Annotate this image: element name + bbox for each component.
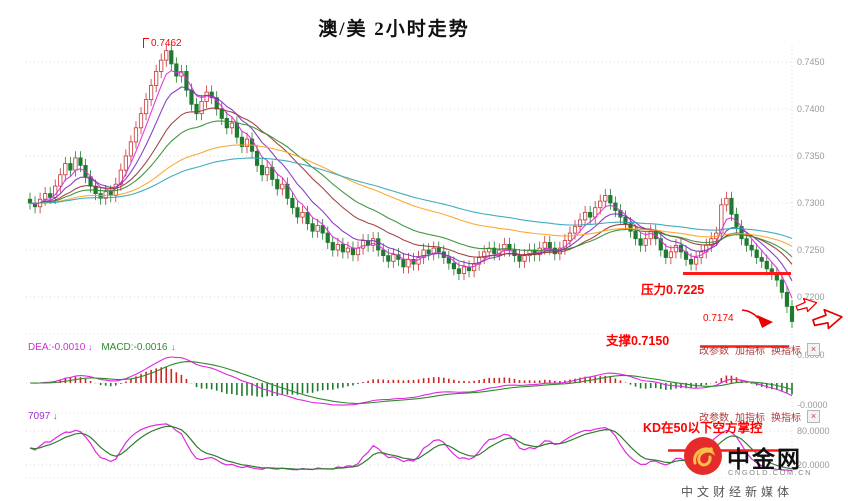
cngold-logo-icon (684, 437, 722, 475)
ma-line-90 (29, 157, 793, 239)
logo-domain: CNGOLD.COM.CN (728, 468, 813, 477)
breakout-arrow-icon (812, 308, 843, 330)
kd-panel: 80.0000 20.0000 (26, 423, 830, 472)
annotation-overlays (668, 272, 843, 452)
add-indicator-link[interactable]: 加指标 (735, 346, 765, 357)
macd-value: MACD:-0.0016 (101, 342, 168, 353)
page-title: 澳/美 2小时走势 (318, 19, 470, 40)
dea-down-arrow-icon: ↓ (88, 342, 93, 352)
dea-value: DEA:-0.0010 (28, 342, 86, 353)
cngold-logo: 中金网 CNGOLD.COM.CN 中文财经新媒体 (681, 436, 846, 499)
breakout-arrow-icon (795, 297, 818, 313)
change-params-link[interactable]: 改参数 (699, 413, 729, 424)
price-axis-tick: 0.7250 (797, 245, 825, 255)
change-indicator-link[interactable]: 换指标 (771, 346, 801, 357)
price-axis-tick: 0.7400 (797, 104, 825, 114)
change-params-link[interactable]: 改参数 (699, 346, 729, 357)
resistance-annotation: 压力0.7225 (641, 283, 705, 297)
support-annotation: 支撑0.7150 (606, 334, 670, 348)
price-axis-tick: 0.7450 (797, 57, 825, 67)
current-price-annotation: 0.7174 (703, 313, 734, 324)
price-grid: 0.7450 0.7400 0.7350 0.7300 0.7250 0.7200 (26, 46, 825, 479)
macd-indicator-header: DEA:-0.0010 ↓ MACD:-0.0016 ↓ (28, 342, 176, 353)
ma-line-60 (29, 144, 793, 247)
kd-axis-tick: 20.0000 (797, 460, 830, 470)
macd-down-arrow-icon: ↓ (171, 342, 176, 352)
price-pointer-arrow-icon (757, 315, 773, 328)
price-axis-tick: 0.7350 (797, 151, 825, 161)
kd-comment-annotation: KD在50以下空方掌控 (643, 421, 763, 435)
macd-panel: 0.0000-0.0000 (26, 350, 828, 410)
kd-indicator-header: 7097 ↓ (28, 411, 58, 422)
add-indicator-link[interactable]: 加指标 (735, 413, 765, 424)
logo-name: 中金网 (727, 447, 802, 472)
logo-tagline: 中文财经新媒体 (681, 485, 794, 499)
close-icon[interactable]: × (807, 343, 820, 356)
ma-lines (29, 70, 793, 299)
peak-price-annotation: 0.7462 (143, 38, 182, 49)
close-icon[interactable]: × (807, 410, 820, 423)
price-axis-tick: 0.7200 (797, 292, 825, 302)
macd-panel-controls: 改参数 加指标 换指标 × (699, 342, 820, 357)
macd-axis-tick: -0.0000 (797, 400, 828, 410)
ma-line-5 (29, 70, 793, 299)
kd-panel-controls: 改参数 加指标 换指标 × (699, 409, 820, 424)
change-indicator-link[interactable]: 换指标 (771, 413, 801, 424)
price-pointer-tail (741, 309, 759, 319)
kd-down-arrow-icon: ↓ (53, 411, 58, 421)
kd-value: 7097 (28, 411, 51, 422)
kd-axis-tick: 80.0000 (797, 426, 830, 436)
ma-line-10 (29, 86, 793, 282)
ma-line-30 (29, 120, 793, 258)
price-axis-tick: 0.7300 (797, 198, 825, 208)
